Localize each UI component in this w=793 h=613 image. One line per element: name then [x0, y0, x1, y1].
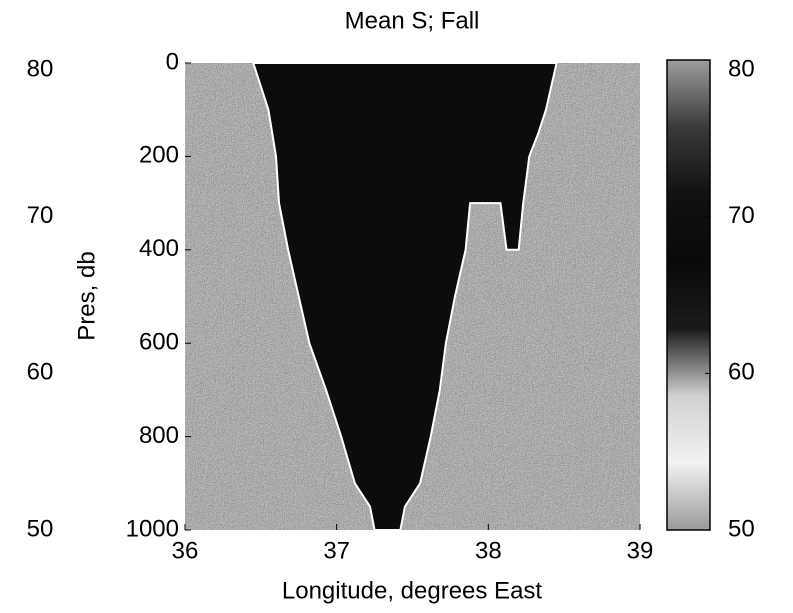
colorbar-tick-label: 50 [728, 515, 755, 542]
x-axis-label: Longitude, degrees East [282, 577, 543, 604]
left-colorbar-tick-label: 50 [27, 515, 54, 542]
y-tick-label: 1000 [126, 515, 179, 542]
y-tick-label: 0 [166, 48, 179, 75]
colorbar [666, 59, 711, 531]
left-colorbar-tick-label: 60 [27, 359, 54, 386]
y-tick-label: 800 [139, 422, 179, 449]
x-tick-label: 38 [475, 537, 502, 564]
water-region [251, 62, 558, 531]
y-axis-label: Pres, db [73, 251, 100, 340]
colorbar-tick-label: 60 [728, 359, 755, 386]
x-tick-label: 37 [323, 537, 350, 564]
x-tick-label: 36 [172, 537, 199, 564]
y-tick-label: 200 [139, 142, 179, 169]
y-tick-label: 600 [139, 329, 179, 356]
colorbar-tick-label: 80 [728, 55, 755, 82]
x-tick-label: 39 [627, 537, 654, 564]
left-colorbar-tick-label: 80 [27, 55, 54, 82]
left-colorbar-tick-label: 70 [27, 202, 54, 229]
y-tick-label: 400 [139, 235, 179, 262]
colorbar-tick-label: 70 [728, 202, 755, 229]
chart-title: Mean S; Fall [345, 7, 480, 34]
